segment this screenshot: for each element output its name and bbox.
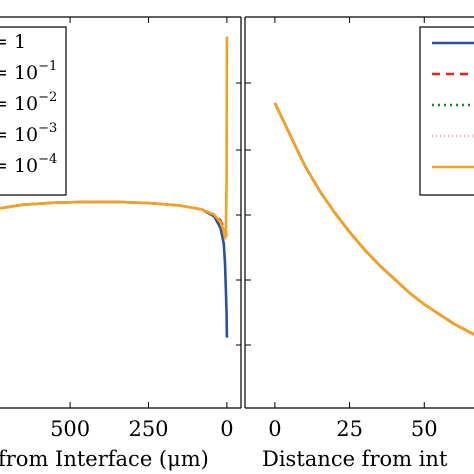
right-panel: 0 25 50 Distance from int (244, 16, 474, 471)
right-legend (419, 26, 474, 196)
right-series-line-5 (273, 102, 474, 336)
left-x-tick-label: 500 (50, 417, 90, 441)
left-legend-exponent-4: −3 (38, 121, 57, 136)
left-series-line-1 (0, 200, 229, 338)
left-legend-exponent-2: −1 (38, 59, 57, 74)
left-legend-label-3: = 10−2 (0, 90, 57, 115)
right-x-tick-label: 50 (411, 417, 438, 441)
right-x-axis-label: Distance from int (262, 447, 448, 471)
left-legend: = 1= 10−1= 10−2= 10−3= 10−4 (0, 26, 67, 196)
left-x-tick-label: 250 (128, 417, 168, 441)
left-x-axis-label: from Interface (μm) (0, 447, 209, 471)
left-legend-label-1: = 1 (0, 31, 26, 53)
left-x-tick-label: 0 (220, 417, 233, 441)
left-series-line-5 (0, 36, 229, 240)
right-legend-box (419, 26, 474, 196)
right-x-tick-label: 25 (336, 417, 363, 441)
left-legend-exponent-3: −2 (38, 90, 57, 105)
left-legend-box (0, 26, 67, 196)
right-x-tick-label: 0 (268, 417, 281, 441)
left-legend-exponent-5: −4 (38, 152, 57, 167)
